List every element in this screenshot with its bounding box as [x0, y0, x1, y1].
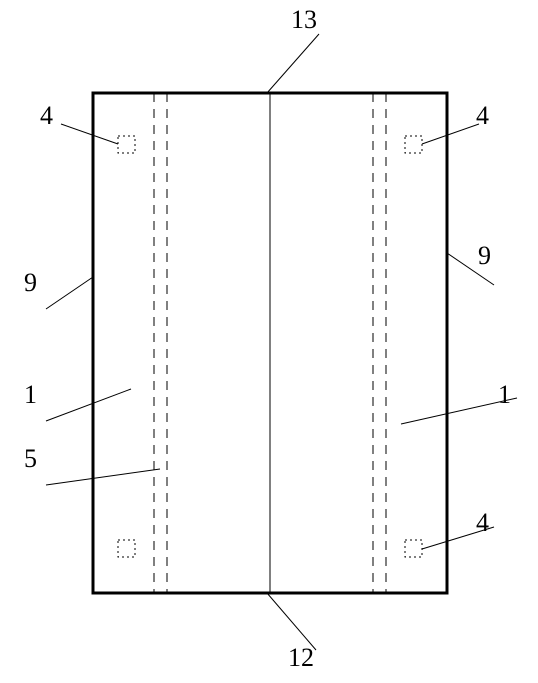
- leader-lbl-13: [267, 34, 319, 93]
- lbl-9r: 9: [478, 241, 491, 270]
- leader-lbl-9l: [46, 277, 93, 309]
- lbl-13: 13: [291, 5, 317, 34]
- lbl-4br: 4: [476, 508, 489, 537]
- lbl-5: 5: [24, 444, 37, 473]
- lbl-1r: 1: [498, 380, 511, 409]
- lbl-12: 12: [288, 643, 314, 672]
- leader-lbl-12: [267, 593, 316, 650]
- lbl-9l: 9: [24, 268, 37, 297]
- lbl-1l: 1: [24, 380, 37, 409]
- lbl-4tr: 4: [476, 101, 489, 130]
- lbl-4tl: 4: [40, 101, 53, 130]
